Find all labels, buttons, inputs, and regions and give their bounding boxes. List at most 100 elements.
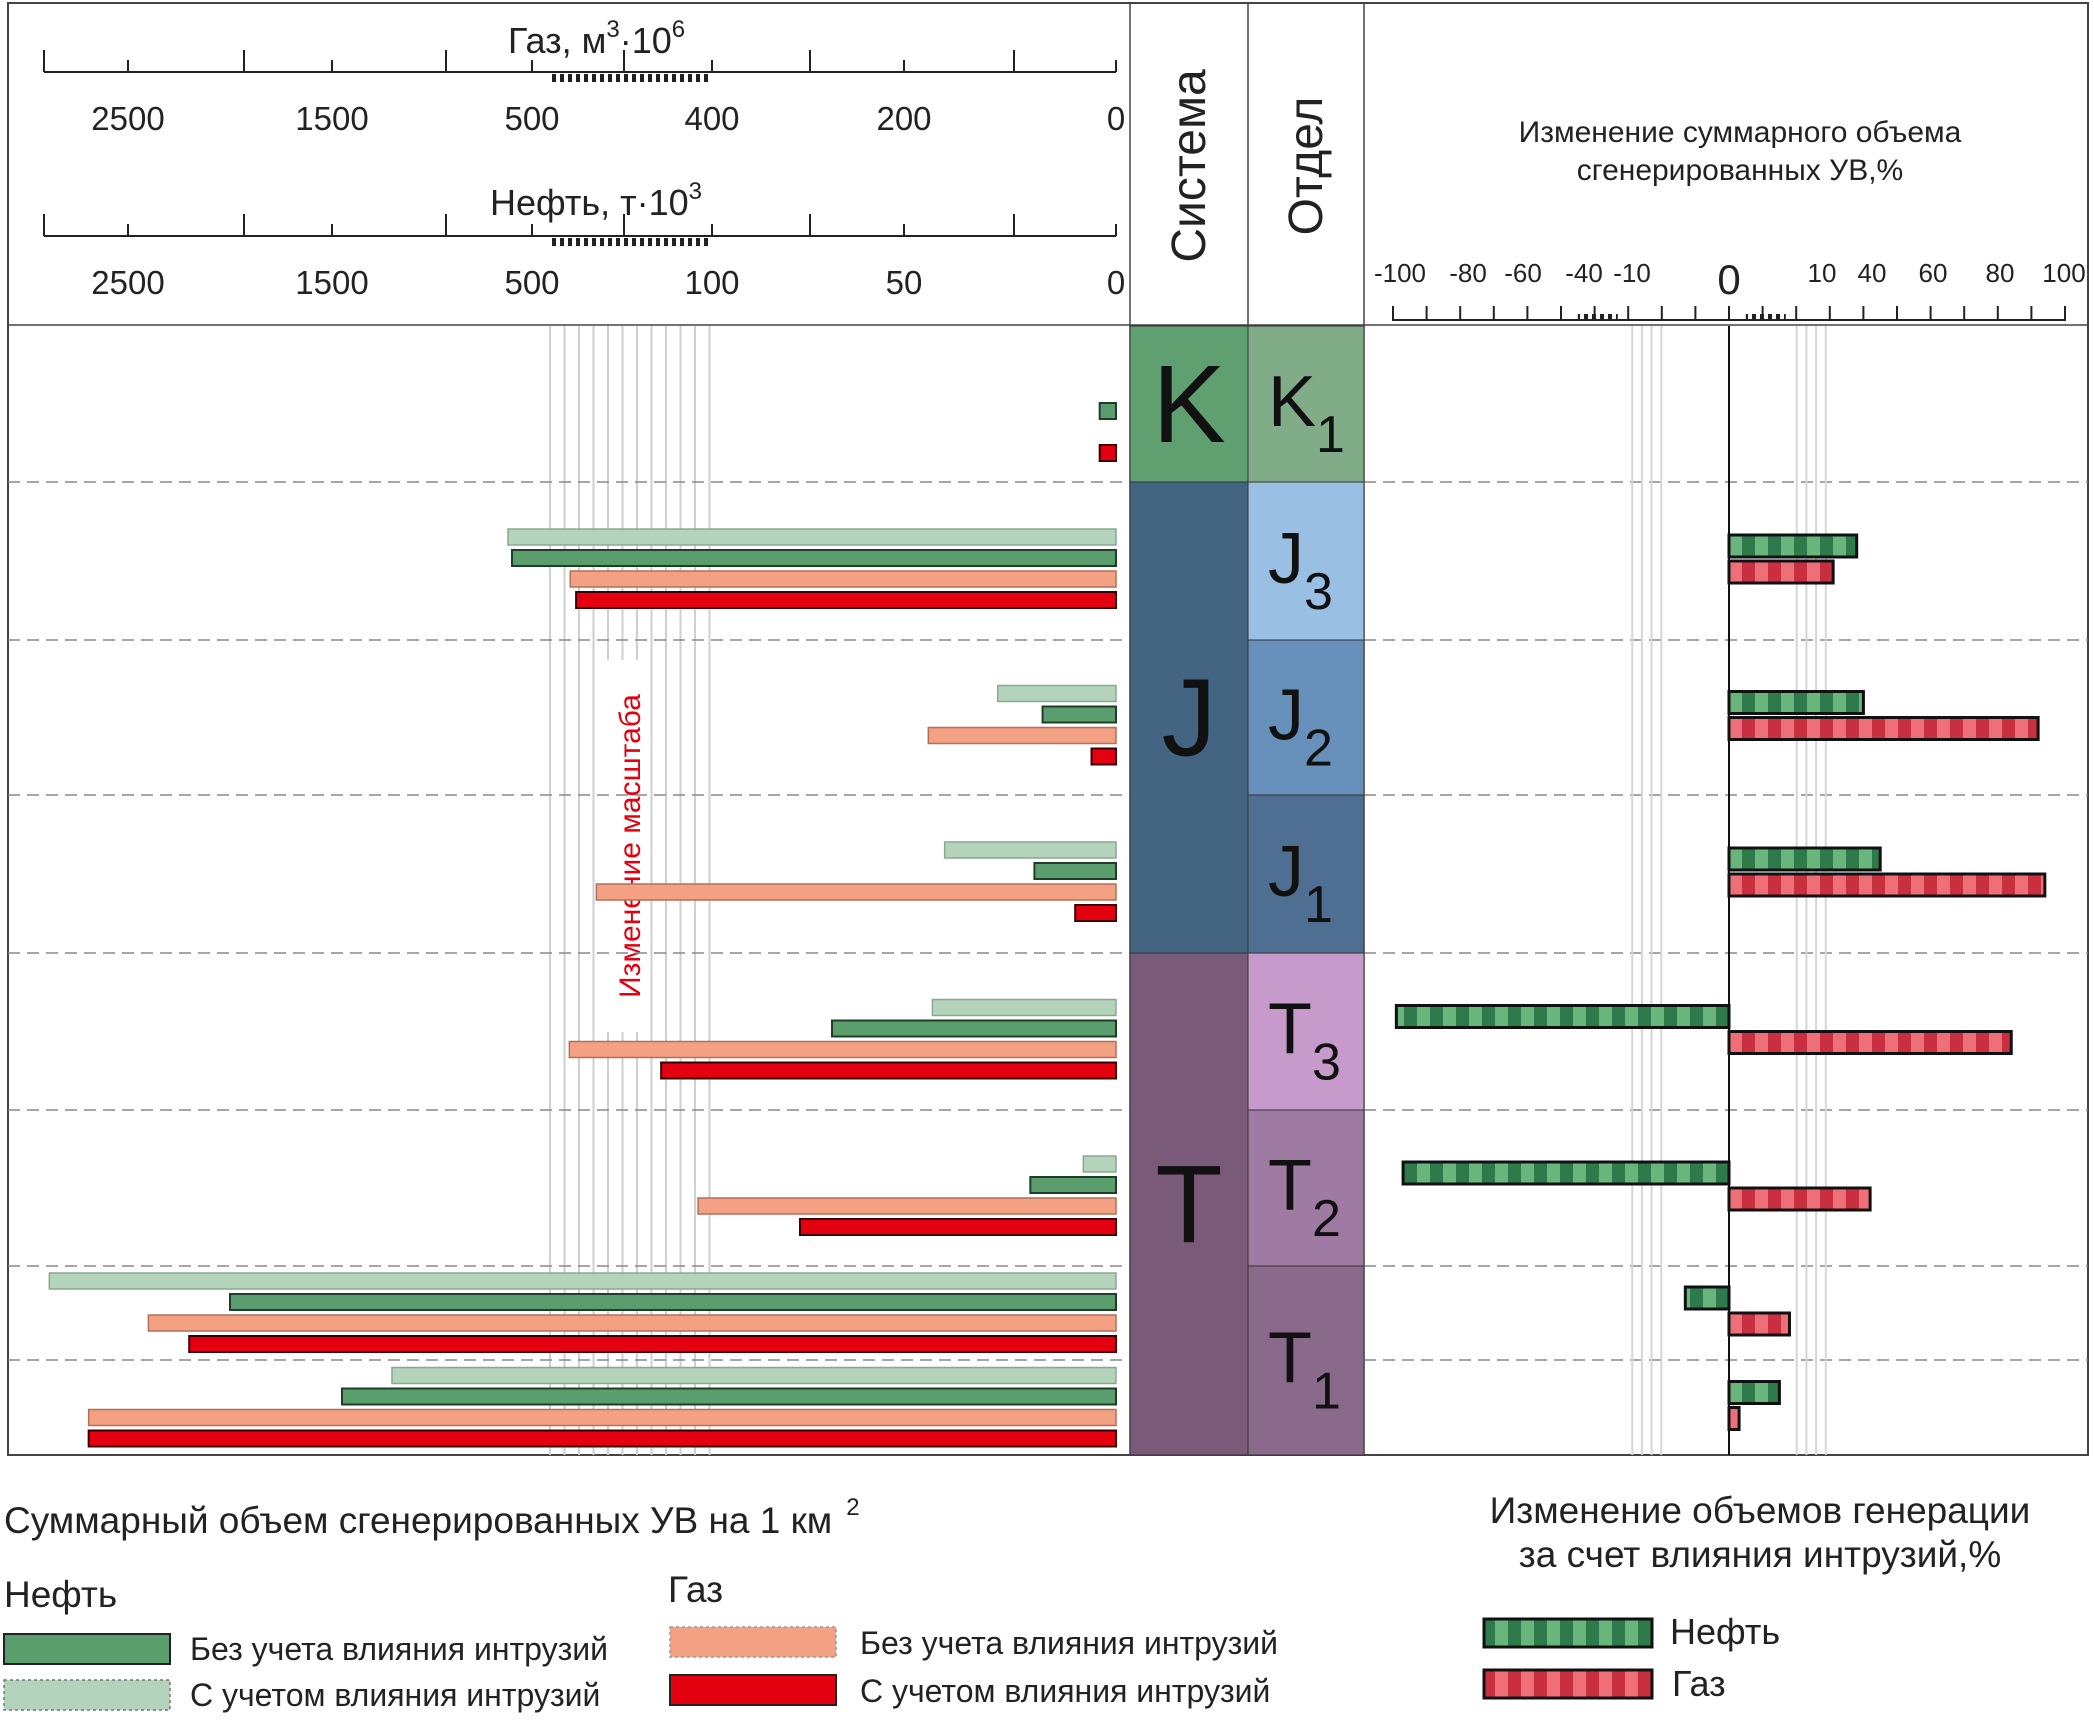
axis-tick-label: 0: [1107, 100, 1125, 137]
system-cell-j: [1129, 481, 1249, 954]
bar-oil_intr-t1lower: [391, 1366, 1117, 1385]
legend-oil-heading: Нефть: [4, 1574, 117, 1615]
pct-legend-gas-swatch: [1482, 1668, 1654, 1700]
bar-gas_intr-t1upper: [188, 1335, 1117, 1353]
bar-gas_base-j2: [927, 726, 1117, 745]
pct-axis-break-pos: [1745, 314, 1786, 320]
bar-oil_intr-t3: [931, 998, 1117, 1017]
volume-legend-title: Суммарный объем сгенерированных УВ на 1 …: [4, 1494, 860, 1541]
bar-gas_intr-j1: [1074, 904, 1117, 922]
department-cell-k1: [1247, 325, 1365, 483]
pct-axis-tick-label: -60: [1504, 258, 1542, 288]
pct-chart-title-line1: Изменение суммарного объема: [1519, 116, 1962, 149]
gas-axis-label: Газ, м3·106: [508, 16, 685, 61]
axis-tick-label: 400: [684, 100, 739, 137]
legend-gas-without-swatch: [669, 1626, 837, 1658]
bar-oil_intr-t1upper: [48, 1272, 1117, 1290]
bar-oil_base-t1upper: [229, 1293, 1117, 1311]
oil-axis-scale-break: [548, 238, 710, 246]
pct-axis-tick-label: 0: [1717, 256, 1740, 303]
pct-bar-gas_pct-j3: [1727, 559, 1835, 585]
pct-bar-oil_pct-j3: [1727, 533, 1859, 559]
pct-legend-oil-label: Нефть: [1670, 1611, 1780, 1652]
legend-gas-without-label: Без учета влияния интрузий: [860, 1625, 1278, 1661]
pct-chart-title-line2: сгенерированных УВ,%: [1577, 154, 1903, 187]
volume-bars: [48, 402, 1118, 1448]
system-label-k: K: [1152, 343, 1225, 466]
legend-oil-with-swatch: [3, 1679, 171, 1711]
bar-gas_intr-t1lower: [87, 1429, 1118, 1448]
gas-axis: Газ, м3·106 2500 1500 500 400 200 0: [43, 16, 1125, 137]
bar-oil_base-t3: [831, 1019, 1117, 1038]
pct-legend-oil-swatch: [1482, 1617, 1654, 1649]
pct-legend: Изменение объемов генерации за счет влия…: [1482, 1490, 2030, 1704]
pct-axis-tick-label: -100: [1374, 258, 1426, 288]
system-column: K J T: [1129, 325, 1249, 1456]
pct-bar-gas_pct-j1: [1727, 872, 2047, 898]
bar-gas_intr-t3: [660, 1061, 1118, 1080]
bar-gas_base-t2: [697, 1197, 1117, 1215]
pct-bar-oil_pct-j1: [1727, 846, 1882, 872]
department-column: K1 J3 J2 J1 T3 T2 T1: [1247, 325, 1365, 1456]
department-label-t3: T3: [1268, 990, 1341, 1092]
bar-oil_intr-j2: [996, 684, 1117, 703]
pct-bar-gas_pct-j2: [1727, 716, 2040, 741]
department-cell-j3: [1247, 481, 1365, 641]
system-label-j: J: [1162, 657, 1217, 780]
axis-tick-label: 200: [876, 100, 931, 137]
oil-axis: Нефть, т·103 2500 1500 500 100 50 0: [43, 178, 1125, 301]
pct-legend-title-line2: за счет влияния интрузий,%: [1519, 1534, 2001, 1575]
bar-gas_intr-j3: [575, 591, 1117, 609]
axis-tick-label: 500: [504, 100, 559, 137]
legend-oil-without-swatch: [3, 1633, 171, 1665]
figure-frame: [7, 2, 2089, 1456]
bar-gas_intr-k1: [1098, 444, 1118, 462]
row-separators: [8, 481, 2088, 1361]
pct-axis-tick-label: 10: [1808, 258, 1837, 288]
pct-bar-oil_pct-j2: [1727, 690, 1865, 715]
pct-axis-tick-label: 60: [1919, 258, 1948, 288]
pct-bar-gas_pct-t3: [1727, 1030, 2013, 1055]
bar-gas_base-t1lower: [87, 1408, 1117, 1427]
bar-oil_base-j3: [511, 549, 1117, 567]
system-cell-t: [1129, 952, 1249, 1456]
axis-tick-label: 1500: [295, 264, 368, 301]
volume-legend: Суммарный объем сгенерированных УВ на 1 …: [3, 1494, 1278, 1713]
department-cell-j2: [1247, 639, 1365, 796]
axis-tick-label: 0: [1107, 264, 1125, 301]
pct-axis-tick-label: -40: [1565, 258, 1603, 288]
axis-tick-label: 500: [504, 264, 559, 301]
pct-legend-gas-label: Газ: [1672, 1663, 1726, 1704]
pct-bar-gas_pct-t1lower: [1727, 1406, 1741, 1431]
scale-change-label-bg: [600, 660, 648, 1032]
pct-axis-break-neg: [1577, 314, 1618, 320]
bar-oil_base-t1lower: [341, 1387, 1117, 1406]
scale-change-label: Изменение масштаба: [614, 694, 647, 998]
pct-bar-oil_pct-t3: [1394, 1004, 1731, 1029]
department-cell-t3: [1247, 952, 1365, 1111]
bar-oil_base-t2: [1029, 1176, 1117, 1194]
department-cell-j1: [1247, 794, 1365, 954]
bar-gas_base-j3: [569, 570, 1117, 588]
department-header: Отдел: [1280, 97, 1333, 236]
axis-tick-label: 2500: [91, 100, 164, 137]
bar-oil_base-j1: [1033, 862, 1118, 880]
pct-bars: [1394, 533, 2047, 1431]
bar-oil_intr-j1: [943, 841, 1117, 859]
bar-gas_base-t3: [568, 1040, 1117, 1059]
pct-bar-oil_pct-t1upper: [1683, 1285, 1731, 1311]
bar-oil_base-k1: [1098, 402, 1118, 420]
bar-gas_intr-j2: [1090, 747, 1118, 766]
bar-gas_intr-t2: [799, 1218, 1117, 1236]
pct-axis-tick-label: 80: [1986, 258, 2015, 288]
gas-axis-scale-break: [548, 74, 710, 82]
axis-tick-label: 2500: [91, 264, 164, 301]
department-cell-t1: [1247, 1265, 1365, 1456]
system-header: Система: [1163, 69, 1216, 263]
department-label-j1: J1: [1268, 832, 1333, 934]
pct-bar-gas_pct-t2: [1727, 1186, 1872, 1212]
axis-tick-label: 100: [684, 264, 739, 301]
pct-bar-gas_pct-t1upper: [1727, 1311, 1791, 1337]
